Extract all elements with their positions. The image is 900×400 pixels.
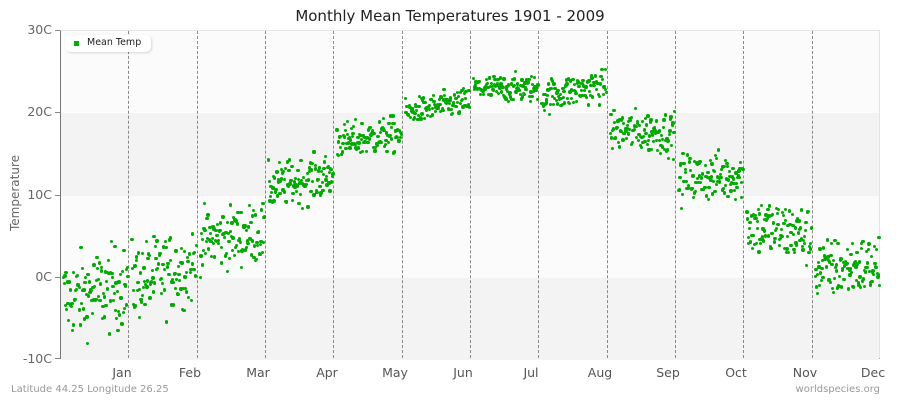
month-separator xyxy=(196,31,198,358)
month-separator xyxy=(538,31,540,358)
x-tick-feb: Feb xyxy=(178,365,202,380)
month-separator xyxy=(675,31,676,358)
y-tick-mark xyxy=(55,277,61,278)
x-tick-dec: Dec xyxy=(860,365,886,380)
y-tick-minus10: -10C xyxy=(22,351,52,366)
x-tick-aug: Aug xyxy=(587,365,613,380)
source-caption: worldspecies.org xyxy=(795,384,880,395)
x-tick-oct: Oct xyxy=(725,365,747,380)
x-tick-mar: Mar xyxy=(246,365,270,380)
month-separator xyxy=(401,31,403,358)
month-separator xyxy=(743,31,745,358)
month-separator xyxy=(811,31,813,358)
x-tick-jun: Jun xyxy=(453,365,473,380)
y-tick-10: 10C xyxy=(27,187,52,202)
month-separator xyxy=(470,31,471,358)
y-tick-mark xyxy=(55,30,61,31)
y-tick-mark xyxy=(55,112,61,113)
y-tick-mark xyxy=(55,358,61,359)
chart-title: Monthly Mean Temperatures 1901 - 2009 xyxy=(295,7,605,25)
month-separator xyxy=(333,31,335,358)
x-tick-apr: Apr xyxy=(316,365,338,380)
month-separator xyxy=(265,31,266,358)
x-tick-jul: Jul xyxy=(523,365,539,380)
x-tick-jan: Jan xyxy=(112,365,132,380)
location-caption: Latitude 44.25 Longitude 26.25 xyxy=(11,384,169,395)
plot-area xyxy=(60,30,882,360)
y-tick-30: 30C xyxy=(27,22,52,37)
x-tick-may: May xyxy=(382,365,408,380)
y-tick-20: 20C xyxy=(27,104,52,119)
legend-label: Mean Temp xyxy=(87,37,142,48)
legend-swatch-icon xyxy=(74,41,79,46)
x-tick-nov: Nov xyxy=(792,365,818,380)
y-tick-0: 0C xyxy=(35,269,52,284)
month-separator xyxy=(128,31,130,358)
month-separator xyxy=(606,31,608,358)
legend: Mean Temp xyxy=(65,35,151,52)
y-tick-mark xyxy=(55,195,61,196)
x-tick-sep: Sep xyxy=(656,365,680,380)
